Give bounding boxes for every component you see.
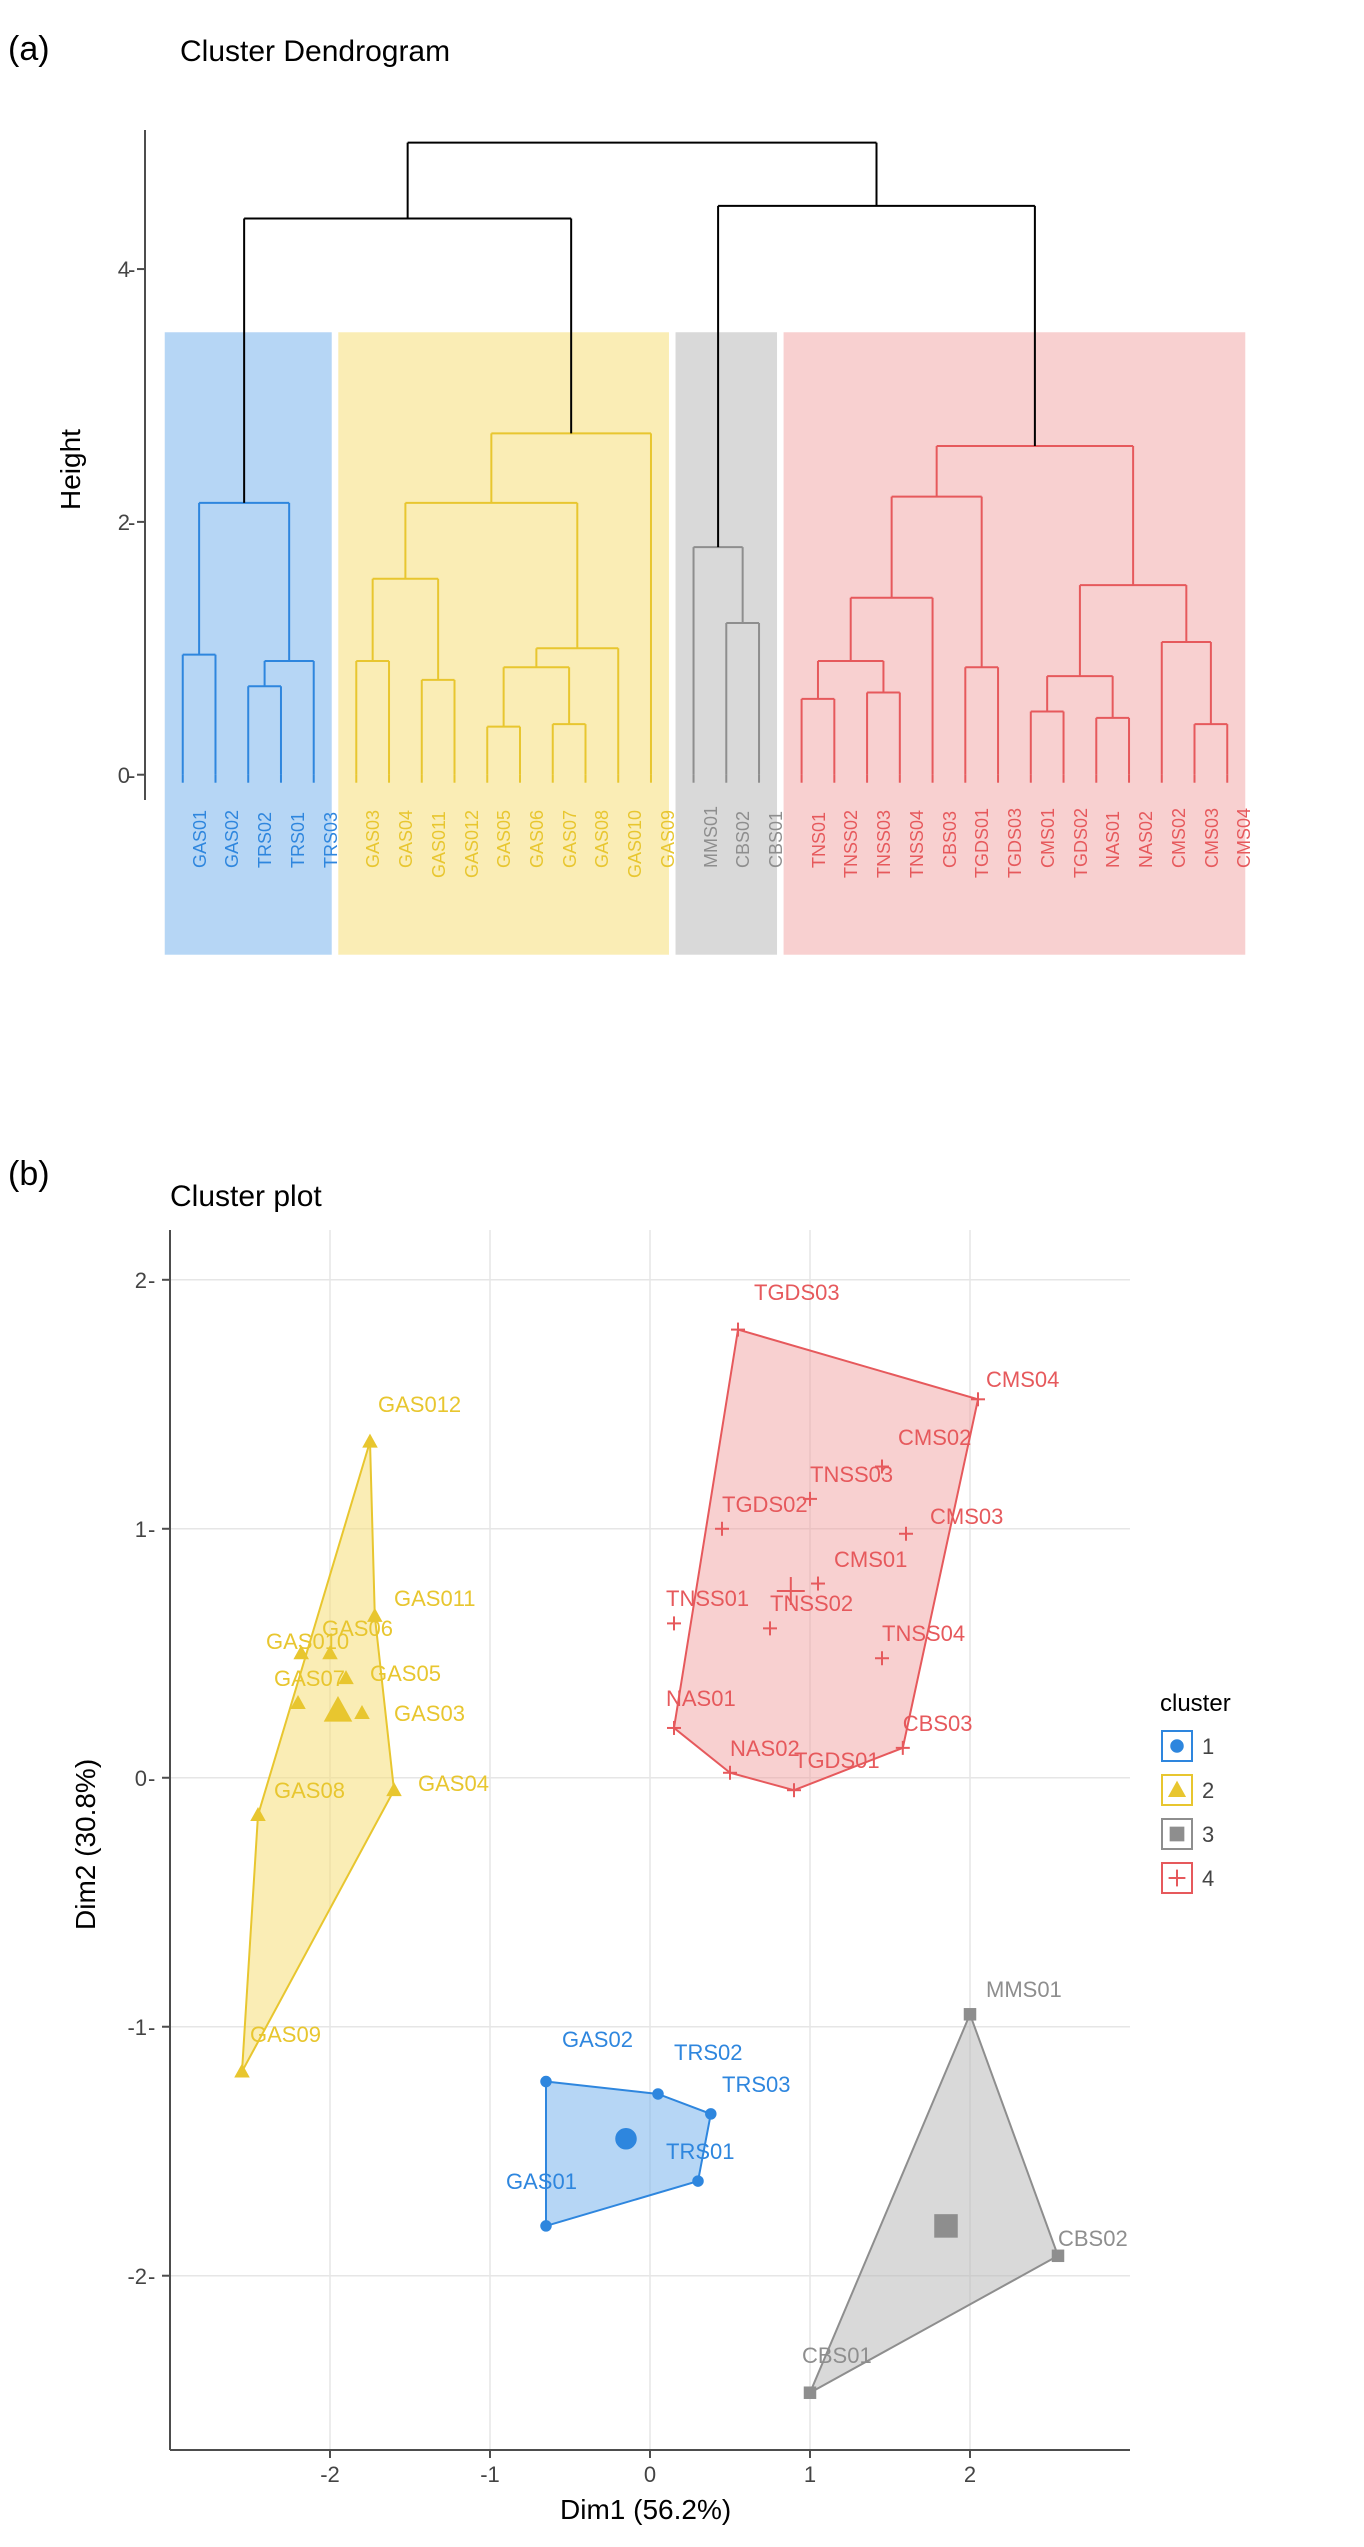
scatter-ytick: 1 [102, 1517, 147, 1543]
scatter-centroid [616, 2129, 636, 2149]
scatter-xtick: 1 [785, 2462, 835, 2488]
dendro-leaf-label: NAS01 [1103, 811, 1124, 868]
dendro-leaf-label: GAS011 [429, 811, 450, 878]
scatter-point [805, 2387, 816, 2398]
scatter-xtick: -1 [465, 2462, 515, 2488]
scatter-point-label: GAS01 [506, 2169, 577, 2195]
scatter-ytick: -1 [102, 2015, 147, 2041]
scatter-ytick: -2 [102, 2264, 147, 2290]
dendro-leaf-label: TGDS02 [1071, 808, 1092, 878]
dendro-leaf-label: TRS02 [255, 812, 276, 868]
dendro-leaf-label: GAS012 [462, 810, 483, 878]
legend-svg [1160, 1728, 1360, 1948]
dendro-leaf-label: CMS01 [1038, 808, 1059, 868]
scatter-point-label: CBS03 [903, 1711, 973, 1737]
scatter-point-label: TRS02 [674, 2040, 742, 2066]
scatter-point-label: GAS06 [322, 1616, 393, 1642]
scatter-xlabel: Dim1 (56.2%) [560, 2494, 731, 2526]
scatter-point-label: GAS012 [378, 1392, 461, 1418]
dendrogram-ylabel: Height [55, 429, 87, 510]
scatter-point [541, 2077, 551, 2087]
scatter-point-label: GAS03 [394, 1701, 465, 1727]
dendro-leaf-label: CMS04 [1234, 808, 1255, 868]
dendrogram-title: Cluster Dendrogram [180, 35, 450, 69]
dendro-leaf-label: GAS06 [527, 810, 548, 868]
scatter-point-label: TGDS02 [722, 1492, 808, 1518]
scatter-xtick: 2 [945, 2462, 995, 2488]
scatter-centroid [935, 2215, 957, 2237]
scatter-title: Cluster plot [170, 1180, 322, 1214]
dendro-leaf-label: GAS04 [396, 810, 417, 868]
panel-label-b: (b) [8, 1155, 50, 1194]
dendro-leaf-label: TNSS04 [907, 810, 928, 878]
scatter-point-label: TNSS02 [770, 1591, 853, 1617]
dendro-leaf-label: TNS01 [809, 812, 830, 868]
dendro-leaf-label: GAS02 [222, 810, 243, 868]
scatter-point-label: NAS02 [730, 1736, 800, 1762]
dendro-leaf-label: CBS02 [733, 811, 754, 868]
scatter-ytick-mark: - [148, 2015, 155, 2041]
scatter-ytick: 0 [102, 1766, 147, 1792]
scatter-point [706, 2109, 716, 2119]
scatter-point [965, 2009, 976, 2020]
dendro-leaf-label: NAS02 [1136, 811, 1157, 868]
dendro-leaf-label: TRS01 [288, 812, 309, 868]
scatter-point-label: TGDS03 [754, 1280, 840, 1306]
panel-label-a: (a) [8, 30, 50, 69]
scatter-point [541, 2221, 551, 2231]
scatter-ytick-mark: - [148, 2264, 155, 2290]
dendro-leaf-label: TGDS03 [1005, 808, 1026, 878]
scatter-ytick-mark: - [148, 1517, 155, 1543]
dendro-leaf-label: GAS08 [592, 810, 613, 868]
dendro-leaf-label: GAS03 [363, 810, 384, 868]
scatter-point-label: GAS02 [562, 2027, 633, 2053]
scatter-point-label: CMS02 [898, 1425, 971, 1451]
scatter-point-label: CMS03 [930, 1504, 1003, 1530]
dendro-leaf-label: CMS03 [1202, 808, 1223, 868]
scatter-point [693, 2176, 703, 2186]
scatter-point-label: TNSS04 [882, 1621, 965, 1647]
dendro-leaf-label: GAS05 [494, 810, 515, 868]
dendro-leaf-label: CBS03 [940, 811, 961, 868]
scatter-point-label: GAS04 [418, 1771, 489, 1797]
scatter-point-label: TRS01 [666, 2139, 734, 2165]
scatter-xtick: -2 [305, 2462, 355, 2488]
dendro-leaf-label: GAS01 [190, 810, 211, 868]
dendro-leaf-label: GAS010 [625, 810, 646, 878]
scatter-point-label: MMS01 [986, 1977, 1062, 2003]
scatter-point-label: GAS08 [274, 1778, 345, 1804]
scatter-point-label: CMS01 [834, 1547, 907, 1573]
scatter-point-label: CBS02 [1058, 2226, 1128, 2252]
scatter-point-label: GAS05 [370, 1661, 441, 1687]
dendro-leaf-label: CMS02 [1169, 808, 1190, 868]
scatter-ytick-mark: - [148, 1268, 155, 1294]
scatter-point-label: CBS01 [802, 2343, 872, 2369]
scatter-point-label: CMS04 [986, 1367, 1059, 1393]
scatter-xtick: 0 [625, 2462, 675, 2488]
scatter-ylabel: Dim2 (30.8%) [70, 1759, 102, 1930]
scatter-point-label: TNSS01 [666, 1586, 749, 1612]
scatter-point [653, 2089, 663, 2099]
scatter-point-label: TGDS01 [794, 1748, 880, 1774]
scatter-point-label: TRS03 [722, 2072, 790, 2098]
scatter-point-label: TNSS03 [810, 1462, 893, 1488]
dendro-leaf-label: GAS09 [658, 810, 679, 868]
dendro-leaf-label: TRS03 [321, 812, 342, 868]
dendro-leaf-label: MMS01 [701, 806, 722, 868]
dendro-leaf-label: TNSS03 [874, 810, 895, 878]
dendro-leaf-label: CBS01 [766, 811, 787, 868]
dendro-leaf-label: TNSS02 [841, 810, 862, 878]
dendro-leaf-label: GAS07 [560, 810, 581, 868]
scatter-point-label: GAS09 [250, 2022, 321, 2048]
scatter-point-label: GAS011 [394, 1586, 476, 1612]
scatter-point-label: GAS07 [274, 1666, 345, 1692]
dendro-leaf-label: TGDS01 [972, 808, 993, 878]
scatter-point-label: NAS01 [666, 1686, 736, 1712]
scatter-ytick: 2 [102, 1268, 147, 1294]
legend-title: cluster [1160, 1690, 1231, 1718]
scatter-ytick-mark: - [148, 1766, 155, 1792]
